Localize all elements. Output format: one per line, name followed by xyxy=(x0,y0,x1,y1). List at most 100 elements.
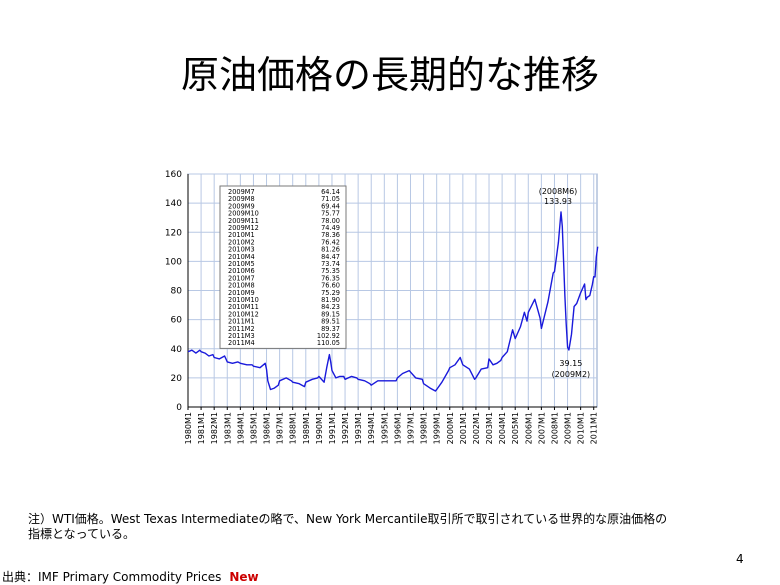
page-number: 4 xyxy=(736,552,744,566)
legend-table-box xyxy=(219,185,347,349)
table-period: 2011M2 xyxy=(228,325,255,333)
table-value: 75.29 xyxy=(321,289,340,297)
y-tick-labels: 0 20 40 60 80 100 120 140 160 xyxy=(165,170,182,413)
table-value: 81.26 xyxy=(321,246,340,254)
x-tick-label: 2010M1 xyxy=(577,412,586,444)
annotation-label: (2009M2) xyxy=(552,370,591,379)
x-tick-label: 1991M1 xyxy=(328,412,337,444)
table-value: 75.35 xyxy=(321,267,340,275)
x-tick-label: 1988M1 xyxy=(289,412,298,444)
table-period: 2010M5 xyxy=(228,260,255,268)
table-value: 76.42 xyxy=(321,238,340,246)
x-tick-label: 2005M1 xyxy=(511,412,520,444)
x-tick-label: 1984M1 xyxy=(236,412,245,444)
source-label: 出典：IMF Primary Commodity Prices xyxy=(2,570,222,584)
table-value: 110.05 xyxy=(317,339,340,347)
table-value: 71.05 xyxy=(321,195,340,203)
footnote-line-1: 注）WTI価格。West Texas Intermediateの略で、New Y… xyxy=(28,512,668,526)
table-value: 84.47 xyxy=(321,253,340,261)
x-tick-label: 1998M1 xyxy=(420,412,429,444)
table-period: 2010M1 xyxy=(228,231,255,239)
table-value: 73.74 xyxy=(321,260,340,268)
y-tick-label: 120 xyxy=(165,228,182,238)
series-line xyxy=(187,211,599,392)
annotation-value: 133.93 xyxy=(544,197,572,206)
table-period: 2011M3 xyxy=(228,332,255,340)
new-badge: New xyxy=(229,570,259,584)
x-tick-label: 1996M1 xyxy=(393,412,402,444)
x-tick-label: 1981M1 xyxy=(197,412,206,444)
chart-axes xyxy=(187,174,597,410)
x-tick-label: 1992M1 xyxy=(341,412,350,444)
x-tick-label: 1987M1 xyxy=(276,412,285,444)
table-period: 2009M9 xyxy=(228,202,255,210)
x-tick-label: 2011M1 xyxy=(590,412,599,444)
x-tick-label: 1982M1 xyxy=(210,412,219,444)
y-tick-label: 20 xyxy=(171,374,183,384)
table-value: 89.51 xyxy=(321,318,340,326)
x-tick-label: 2008M1 xyxy=(550,412,559,444)
y-tick-label: 60 xyxy=(171,316,183,326)
table-period: 2009M8 xyxy=(228,195,255,203)
x-tick-label: 2003M1 xyxy=(485,412,494,444)
table-period: 2010M6 xyxy=(228,267,255,275)
x-tick-label: 2000M1 xyxy=(446,412,455,444)
table-period: 2011M1 xyxy=(228,318,255,326)
table-period: 2009M10 xyxy=(228,210,259,218)
x-tick-label: 1997M1 xyxy=(406,412,415,444)
table-value: 89.37 xyxy=(321,325,340,333)
table-period: 2009M7 xyxy=(228,188,255,196)
x-tick-label: 1985M1 xyxy=(249,412,258,444)
page-title: 原油価格の長期的な推移 xyxy=(180,53,599,97)
y-tick-label: 0 xyxy=(176,403,182,413)
x-tick-label: 1994M1 xyxy=(367,412,376,444)
x-tick-label: 2002M1 xyxy=(472,412,481,444)
table-value: 76.60 xyxy=(321,282,340,290)
x-tick-label: 2006M1 xyxy=(524,412,533,444)
table-period: 2010M8 xyxy=(228,282,255,290)
table-period: 2010M4 xyxy=(228,253,255,261)
x-tick-label: 1993M1 xyxy=(354,412,363,444)
y-tick-label: 40 xyxy=(171,345,183,355)
table-period: 2010M10 xyxy=(228,296,259,304)
table-value: 89.15 xyxy=(321,310,340,318)
x-tick-label: 2007M1 xyxy=(537,412,546,444)
table-period: 2010M11 xyxy=(228,303,259,311)
annotations: (2008M6)133.93 39.15 (2009M2) xyxy=(539,187,590,379)
price-series xyxy=(187,211,599,392)
table-value: 84.23 xyxy=(321,303,340,311)
x-tick-label: 1986M1 xyxy=(263,412,272,444)
source-credit: 出典：IMF Primary Commodity Prices New xyxy=(2,568,259,585)
table-period: 2009M12 xyxy=(228,224,259,232)
table-value: 76.35 xyxy=(321,274,340,282)
x-tick-label: 1989M1 xyxy=(302,412,311,444)
table-period: 2010M12 xyxy=(228,310,259,318)
table-period: 2011M4 xyxy=(228,339,255,347)
y-tick-label: 80 xyxy=(171,287,183,297)
annotation-label: (2008M6) xyxy=(539,187,578,196)
table-period: 2010M9 xyxy=(228,289,255,297)
table-value: 78.36 xyxy=(321,231,340,239)
x-tick-label: 1995M1 xyxy=(380,412,389,444)
table-value: 102.92 xyxy=(317,332,340,340)
x-tick-label: 1990M1 xyxy=(315,412,324,444)
table-period: 2009M11 xyxy=(228,217,259,225)
table-value: 75.77 xyxy=(321,210,340,218)
x-tick-label: 1999M1 xyxy=(433,412,442,444)
x-tick-label: 2009M1 xyxy=(564,412,573,444)
table-value: 78.00 xyxy=(321,217,340,225)
x-tick-label: 1980M1 xyxy=(184,412,193,444)
oil-price-chart: 0 20 40 60 80 100 120 140 160 1980M1 1981M1 1982M1… xyxy=(165,170,599,444)
annotation-value: 39.15 xyxy=(559,359,582,368)
table-value: 69.44 xyxy=(321,202,340,210)
x-tick-label: 1983M1 xyxy=(223,412,232,444)
table-value: 81.90 xyxy=(321,296,340,304)
x-tick-label: 2004M1 xyxy=(498,412,507,444)
y-tick-label: 140 xyxy=(165,199,182,209)
table-value: 64.14 xyxy=(321,188,340,196)
x-tick-labels: 1980M1 1981M1 1982M1 1983M1 1984M1 1985M1 1986… xyxy=(184,412,599,444)
y-tick-label: 100 xyxy=(165,257,182,267)
legend-table: 2009M7 64.14 2009M8 71.05 2009M9 69.44 2009M10… xyxy=(219,185,347,349)
table-value: 74.49 xyxy=(321,224,340,232)
table-period: 2010M3 xyxy=(228,246,255,254)
